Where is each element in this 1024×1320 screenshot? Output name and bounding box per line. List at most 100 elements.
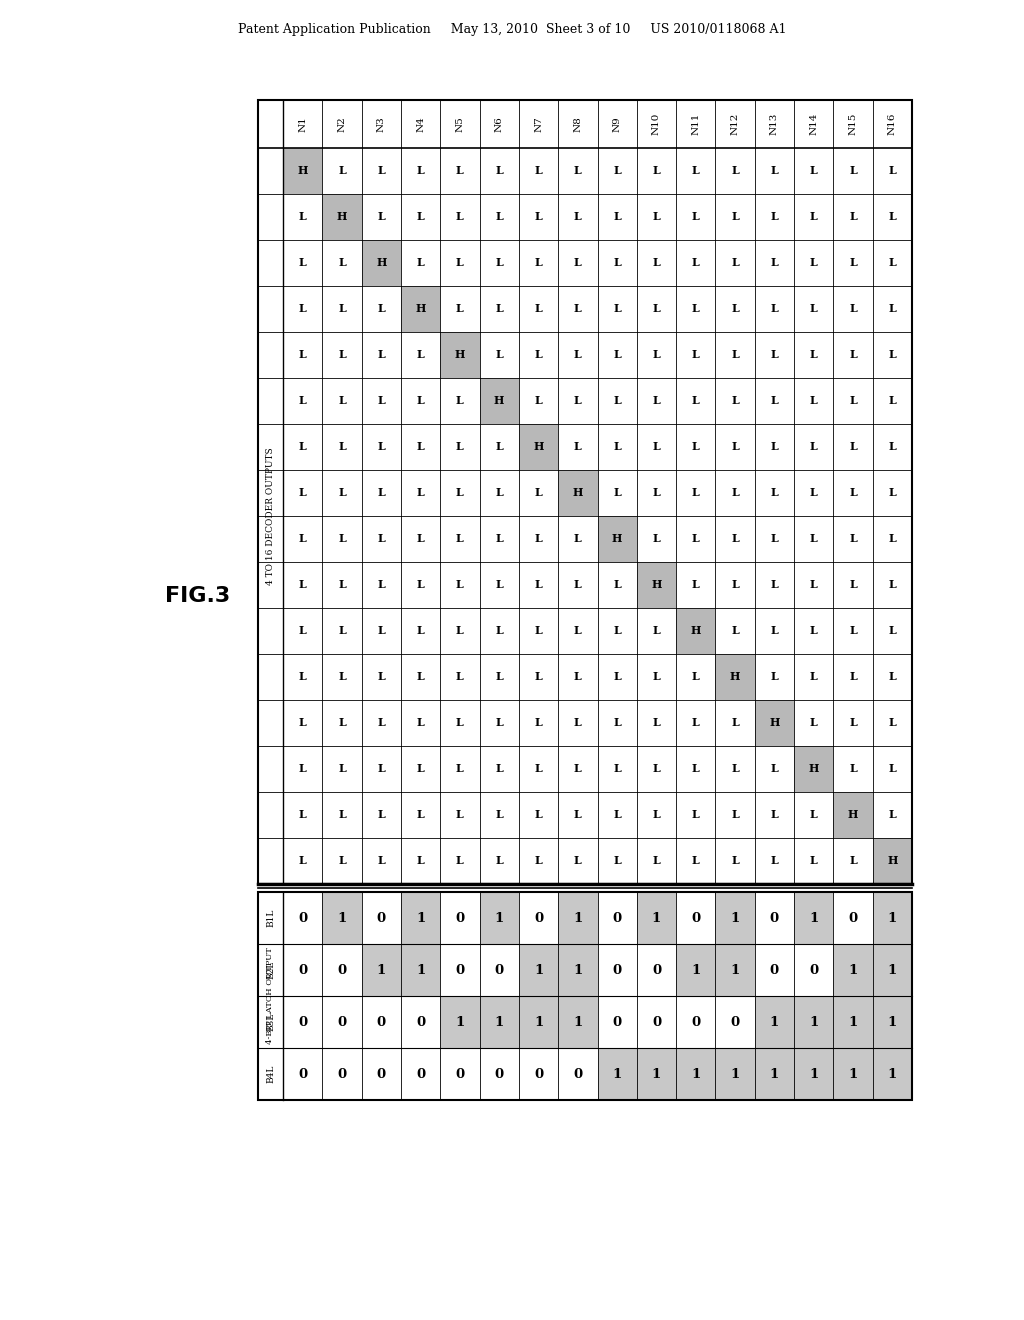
Bar [323, 562, 361, 609]
Text: L: L [810, 304, 817, 314]
Text: N1: N1 [298, 116, 307, 132]
Bar [440, 609, 479, 653]
Text: N7: N7 [535, 116, 543, 132]
Text: L: L [613, 763, 621, 775]
Text: L: L [731, 579, 739, 590]
Text: L: L [417, 487, 425, 499]
Text: N5: N5 [456, 116, 465, 132]
Text: L: L [378, 396, 385, 407]
Text: 0: 0 [691, 1015, 700, 1028]
Bar [834, 100, 872, 148]
Text: L: L [496, 855, 503, 866]
Text: 0: 0 [416, 1068, 425, 1081]
Bar [558, 240, 597, 286]
Bar [676, 100, 716, 148]
Text: L: L [692, 396, 699, 407]
Bar [676, 378, 716, 424]
Text: L: L [574, 579, 582, 590]
Bar [676, 194, 716, 240]
Text: L: L [496, 165, 503, 177]
Text: L: L [338, 165, 346, 177]
Bar [794, 378, 834, 424]
Text: 1: 1 [888, 1015, 897, 1028]
Bar [558, 838, 597, 884]
Bar [716, 1048, 755, 1100]
Bar [794, 746, 834, 792]
Text: L: L [770, 350, 778, 360]
Text: L: L [299, 763, 306, 775]
Bar [558, 516, 597, 562]
Bar [676, 470, 716, 516]
Text: L: L [731, 855, 739, 866]
Text: L: L [770, 626, 778, 636]
Text: L: L [417, 396, 425, 407]
Bar [558, 286, 597, 333]
Text: 0: 0 [298, 912, 307, 924]
Bar [794, 516, 834, 562]
Text: L: L [889, 809, 896, 821]
Bar [716, 609, 755, 653]
Bar [716, 148, 755, 194]
Text: L: L [496, 350, 503, 360]
Bar [676, 700, 716, 746]
Bar [834, 653, 872, 700]
Bar [361, 286, 401, 333]
Text: B4L: B4L [266, 1065, 275, 1084]
Text: L: L [652, 211, 660, 223]
Text: L: L [849, 855, 857, 866]
Text: L: L [456, 579, 464, 590]
Text: 1: 1 [534, 964, 543, 977]
Bar [676, 424, 716, 470]
Bar [361, 746, 401, 792]
Text: L: L [849, 626, 857, 636]
Text: L: L [535, 855, 543, 866]
Bar [440, 194, 479, 240]
Text: 1: 1 [849, 964, 858, 977]
Bar [401, 838, 440, 884]
Bar [401, 100, 440, 148]
Bar [794, 892, 834, 944]
Bar [755, 944, 794, 997]
Bar [834, 944, 872, 997]
Text: L: L [849, 211, 857, 223]
Text: L: L [652, 533, 660, 544]
Bar [401, 944, 440, 997]
Bar [283, 892, 323, 944]
Text: L: L [652, 626, 660, 636]
Bar [361, 194, 401, 240]
Text: L: L [535, 579, 543, 590]
Bar [872, 746, 912, 792]
Bar [283, 148, 323, 194]
Bar [676, 333, 716, 378]
Bar [440, 148, 479, 194]
Text: 1: 1 [416, 912, 425, 924]
Bar [401, 997, 440, 1048]
Text: 0: 0 [298, 964, 307, 977]
Bar [755, 609, 794, 653]
Bar [597, 100, 637, 148]
Text: 0: 0 [612, 912, 622, 924]
Text: L: L [378, 350, 385, 360]
Bar [716, 470, 755, 516]
Bar [834, 997, 872, 1048]
Text: L: L [456, 672, 464, 682]
Bar [755, 516, 794, 562]
Bar [401, 148, 440, 194]
Text: L: L [692, 809, 699, 821]
Text: L: L [456, 763, 464, 775]
Bar [323, 892, 361, 944]
Text: 4-BIT LATCH OUTPUT: 4-BIT LATCH OUTPUT [266, 948, 274, 1044]
Bar [794, 792, 834, 838]
Bar [794, 700, 834, 746]
Bar [716, 562, 755, 609]
Bar [479, 286, 519, 333]
Text: 1: 1 [652, 1068, 662, 1081]
Bar [283, 944, 323, 997]
Bar [794, 609, 834, 653]
Text: L: L [338, 809, 346, 821]
Text: L: L [692, 304, 699, 314]
Bar [794, 240, 834, 286]
Bar [794, 653, 834, 700]
Text: L: L [338, 441, 346, 453]
Bar [361, 470, 401, 516]
